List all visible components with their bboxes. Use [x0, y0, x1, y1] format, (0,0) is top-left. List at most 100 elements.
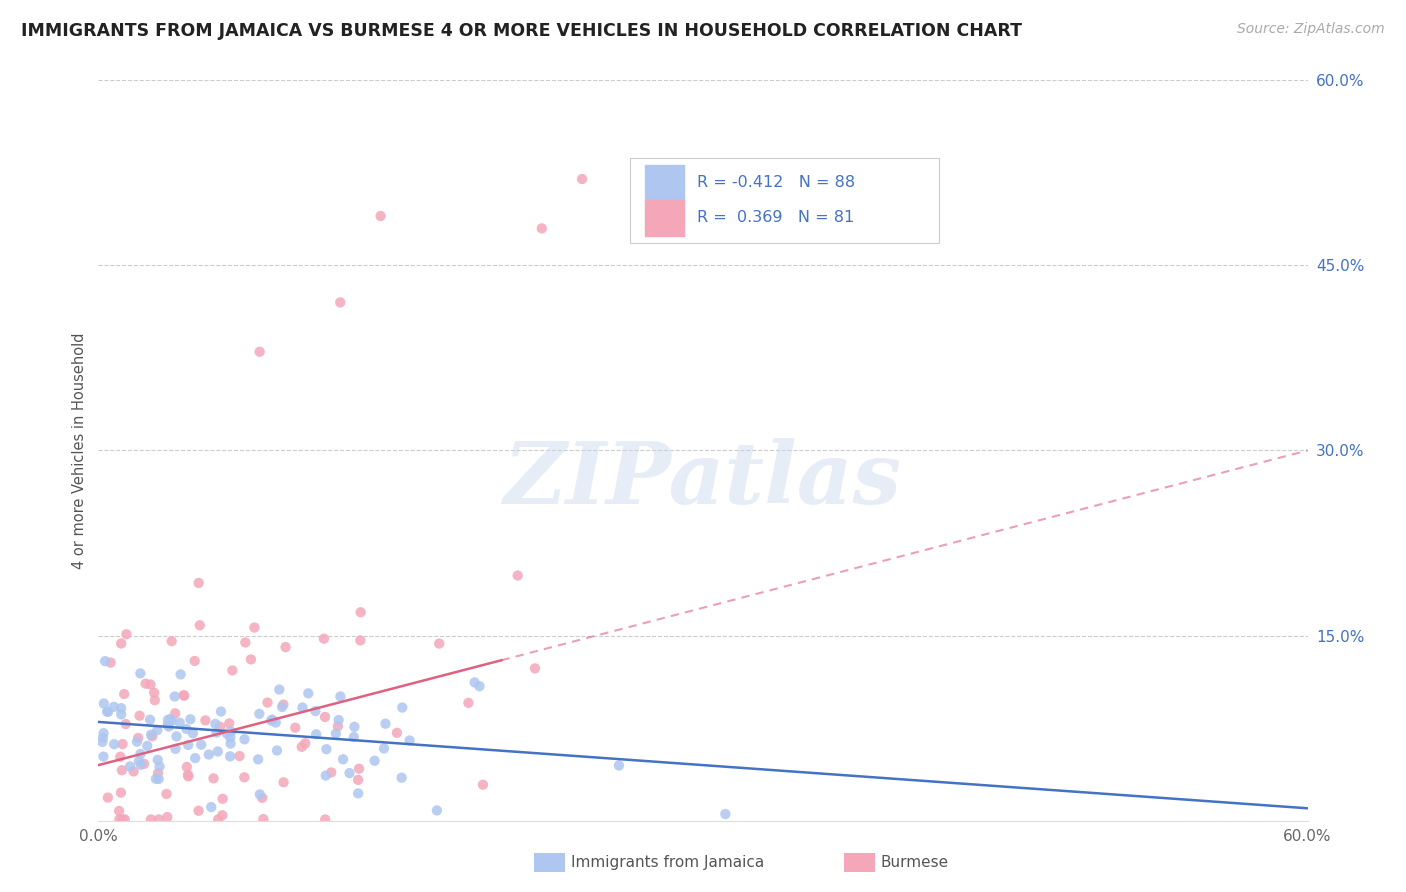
Point [314, 813, 336, 827]
Point [159, 712, 181, 726]
Point [156, 810, 179, 824]
Point [266, 743, 288, 757]
Point [129, 757, 152, 772]
Point [249, 788, 271, 802]
Point [297, 686, 319, 700]
Point [100, 656, 122, 670]
Point [155, 787, 177, 801]
Point [468, 679, 491, 693]
Point [284, 721, 307, 735]
Point [219, 737, 242, 751]
FancyBboxPatch shape [630, 158, 939, 244]
Point [165, 742, 187, 756]
Point [177, 769, 200, 783]
Point [97, 790, 120, 805]
Point [177, 738, 200, 752]
Point [128, 708, 150, 723]
Point [426, 804, 449, 818]
Point [329, 295, 352, 310]
Point [347, 762, 370, 776]
Point [391, 700, 413, 714]
Point [156, 718, 179, 732]
Point [347, 786, 370, 800]
Point [110, 636, 132, 650]
Point [271, 700, 294, 714]
Point [260, 714, 283, 728]
Point [128, 754, 150, 768]
Point [183, 654, 205, 668]
Point [247, 706, 270, 721]
Point [187, 575, 209, 590]
Point [471, 778, 494, 792]
Point [374, 716, 396, 731]
Point [169, 667, 191, 681]
Point [312, 632, 335, 646]
Point [427, 636, 450, 650]
Point [163, 690, 186, 704]
Point [349, 633, 371, 648]
Point [177, 768, 200, 782]
Point [96, 705, 118, 719]
Point [219, 749, 242, 764]
Point [139, 728, 162, 742]
Point [233, 732, 256, 747]
Point [524, 661, 547, 675]
Point [157, 720, 180, 734]
Point [252, 812, 274, 826]
Point [607, 758, 630, 772]
Point [94, 654, 117, 668]
Point [93, 726, 115, 740]
Text: ZIPatlas: ZIPatlas [503, 438, 903, 522]
Point [457, 696, 479, 710]
Point [146, 753, 169, 767]
Point [111, 813, 134, 827]
Point [188, 618, 211, 632]
Point [325, 726, 347, 740]
Point [274, 640, 297, 654]
Point [160, 714, 183, 728]
Point [187, 804, 209, 818]
Point [314, 710, 336, 724]
Text: Source: ZipAtlas.com: Source: ZipAtlas.com [1237, 22, 1385, 37]
Point [273, 775, 295, 789]
Point [215, 726, 238, 740]
Point [269, 682, 291, 697]
Point [176, 722, 198, 736]
Point [370, 209, 392, 223]
Text: IMMIGRANTS FROM JAMAICA VS BURMESE 4 OR MORE VEHICLES IN HOUSEHOLD CORRELATION C: IMMIGRANTS FROM JAMAICA VS BURMESE 4 OR … [21, 22, 1022, 40]
Point [118, 759, 141, 773]
Point [160, 634, 183, 648]
Point [146, 723, 169, 738]
Point [111, 737, 134, 751]
Point [218, 716, 240, 731]
Point [110, 786, 132, 800]
Point [273, 698, 295, 712]
Point [148, 813, 170, 827]
Point [129, 747, 152, 761]
Point [249, 344, 271, 359]
Point [179, 712, 201, 726]
Point [373, 741, 395, 756]
Point [385, 726, 408, 740]
Point [343, 720, 366, 734]
Point [145, 772, 167, 786]
Point [110, 749, 132, 764]
Point [464, 675, 486, 690]
Point [294, 736, 316, 750]
Point [530, 221, 553, 235]
Point [97, 705, 120, 719]
Point [506, 568, 529, 582]
Point [103, 737, 125, 751]
Point [211, 808, 233, 822]
Point [93, 749, 115, 764]
Point [339, 766, 361, 780]
Point [125, 735, 148, 749]
Point [181, 726, 204, 740]
Text: Burmese: Burmese [880, 855, 948, 870]
Point [329, 690, 352, 704]
Text: Immigrants from Jamaica: Immigrants from Jamaica [571, 855, 763, 870]
Point [198, 747, 221, 762]
Point [343, 730, 366, 744]
Point [108, 804, 131, 818]
Point [571, 172, 593, 186]
